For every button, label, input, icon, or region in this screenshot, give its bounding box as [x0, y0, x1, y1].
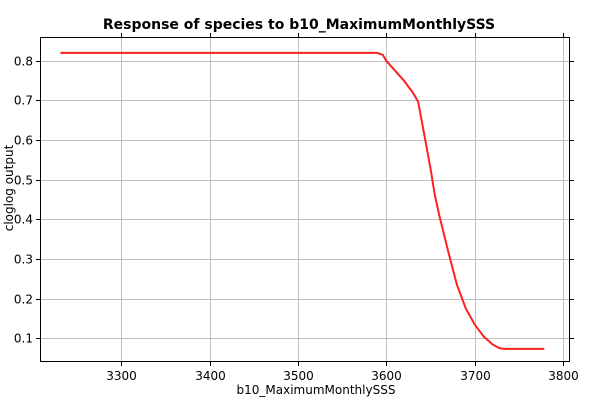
plot-background	[40, 37, 570, 362]
y-axis-label: cloglog output	[2, 144, 16, 231]
x-axis-label: b10_MaximumMonthlySSS	[237, 383, 396, 397]
y-tick-label: 0.1	[14, 332, 33, 346]
y-tick-label: 0.8	[14, 55, 33, 69]
x-tick-label: 3500	[283, 369, 314, 383]
x-tick-label: 3600	[371, 369, 402, 383]
series-line-0	[60, 51, 545, 350]
y-tick-label: 0.6	[14, 134, 33, 148]
y-tick-label: 0.7	[14, 94, 33, 108]
plot-frame	[40, 37, 570, 362]
x-tick-label: 3300	[106, 369, 137, 383]
y-tick-label: 0.2	[14, 293, 33, 307]
x-tick-label: 3800	[548, 369, 579, 383]
y-tick-label: 0.4	[14, 213, 33, 227]
chart-title: Response of species to b10_MaximumMonthl…	[103, 17, 495, 33]
x-tick-label: 3700	[460, 369, 491, 383]
y-tick-label: 0.5	[14, 174, 33, 188]
y-tick-label: 0.3	[14, 253, 33, 267]
x-tick-label: 3400	[195, 369, 226, 383]
plot-area: 3300 3400 3500 3600 3700 3800 0.1 0.2 0.3 0.4 0.5 0…	[14, 33, 579, 383]
